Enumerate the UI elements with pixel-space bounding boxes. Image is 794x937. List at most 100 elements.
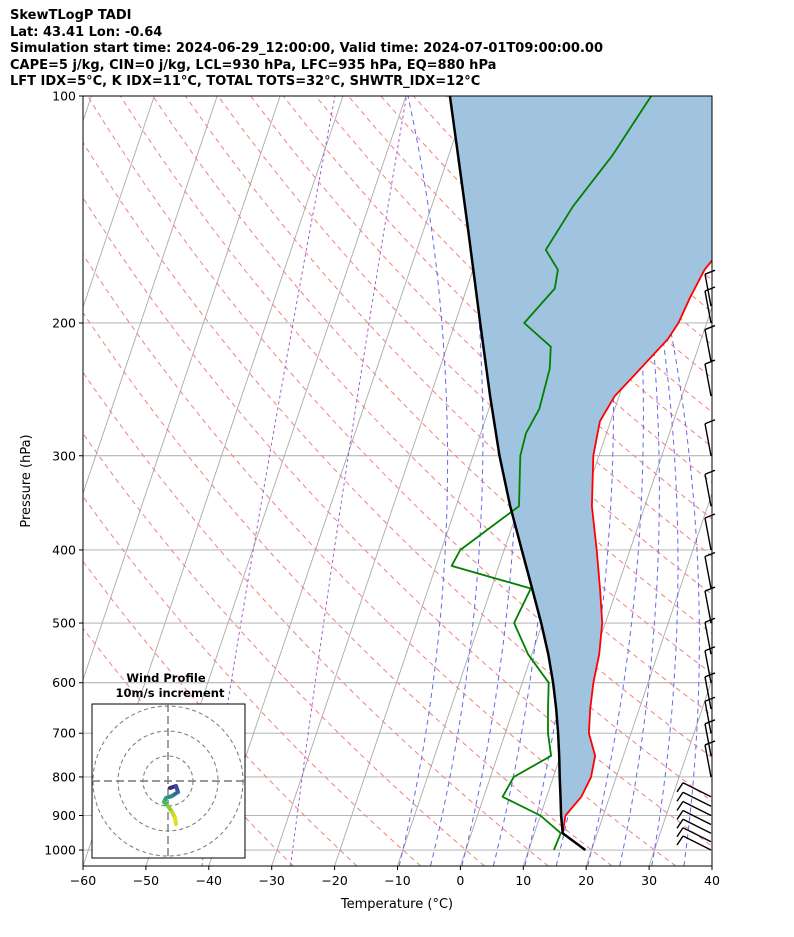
barb-staff (682, 835, 712, 851)
wind-barbs (676, 269, 716, 851)
x-axis-label: Temperature (°C) (340, 897, 453, 912)
dry-adiabat-line (83, 311, 613, 866)
x-tick-label: 30 (641, 873, 657, 888)
barb-staff (704, 274, 712, 307)
barb-flag (704, 586, 716, 592)
barb-staff (682, 827, 712, 843)
wind-barb (704, 617, 716, 655)
wind-barb (704, 719, 716, 756)
barb-staff (704, 363, 712, 397)
barb-staff (704, 556, 712, 589)
barb-flag (676, 827, 684, 838)
title-cape-info: CAPE=5 j/kg, CIN=0 j/kg, LCL=930 hPa, LF… (10, 57, 497, 73)
isotherm-line (83, 96, 155, 309)
wind-barb (704, 696, 716, 734)
dry-adiabat-line (83, 371, 549, 866)
wind-barb (676, 800, 712, 817)
barb-staff (704, 744, 712, 778)
axis-ticks: −60 −50 −40 −30 −20 −10 0 10 20 30 40 100 200 300 400 5… (44, 89, 720, 889)
isotherm-line (208, 96, 470, 866)
dry-adiabat-line (83, 196, 712, 847)
dry-adiabat-line (87, 96, 712, 759)
barb-staff (682, 800, 712, 817)
barb-flag (676, 835, 684, 846)
dry-adiabat-line (83, 141, 712, 802)
y-tick-label: 300 (52, 448, 76, 463)
title-times: Simulation start time: 2024-06-29_12:00:… (10, 41, 603, 56)
y-tick-label: 200 (52, 315, 76, 330)
title-station: SkewTLogP TADI (10, 8, 132, 23)
dry-adiabat-line (184, 96, 712, 635)
x-tick-label: 10 (515, 873, 531, 888)
y-tick-label: 600 (52, 675, 76, 690)
isotherm-line (648, 678, 712, 866)
barb-staff (704, 474, 712, 507)
x-tick-label: 20 (578, 873, 594, 888)
dry-adiabat-line (83, 253, 677, 866)
isotherm-line (585, 492, 712, 866)
wind-barb (704, 469, 716, 507)
barb-staff (704, 590, 712, 624)
barb-flag (704, 551, 716, 558)
chart-header: SkewTLogP TADI Lat: 43.41 Lon: -0.64 Sim… (10, 8, 603, 91)
moist-adiabat-line (615, 96, 660, 866)
y-tick-label: 800 (52, 769, 76, 784)
y-tick-label: 700 (52, 726, 76, 741)
dry-adiabat-line (83, 560, 358, 866)
y-tick-label: 500 (52, 616, 76, 631)
inset-subtitle: 10m/s increment (116, 686, 225, 700)
barb-flag (676, 810, 684, 820)
barb-staff (704, 423, 712, 456)
inset-rings (92, 704, 245, 858)
barb-flag (676, 818, 684, 829)
barb-flag (704, 513, 716, 519)
dry-adiabat-line (119, 96, 712, 716)
moist-adiabat-line (398, 96, 449, 866)
barb-staff (704, 329, 712, 362)
x-tick-label: −40 (196, 873, 222, 888)
wind-barb (676, 809, 712, 826)
temperature-line (561, 259, 712, 851)
barb-staff (682, 818, 712, 834)
x-tick-label: −10 (384, 873, 410, 888)
wind-barb (704, 359, 716, 397)
barb-staff (704, 676, 712, 710)
barb-staff (682, 791, 712, 807)
barb-staff (682, 809, 712, 826)
wind-barb (676, 835, 712, 851)
barb-staff (704, 650, 712, 683)
barb-staff (682, 782, 712, 798)
wind-barb (704, 740, 716, 778)
x-tick-label: 0 (456, 873, 464, 888)
y-tick-label: 100 (52, 89, 76, 104)
barb-staff (704, 290, 712, 324)
barb-flag (676, 782, 684, 793)
barb-flag (704, 719, 716, 725)
isotherm-line (775, 96, 794, 866)
cape-area (449, 96, 712, 850)
barb-flag (704, 324, 716, 331)
barb-flag (704, 359, 716, 365)
profile-lines (448, 96, 712, 852)
wind-profile-inset: Wind Profile 10m/s increment (91, 671, 246, 859)
y-tick-label: 400 (52, 542, 76, 557)
barb-flag (704, 469, 716, 475)
y-axis-label: Pressure (hPa) (19, 434, 34, 527)
moist-adiabat-line (587, 96, 644, 866)
x-tick-label: −50 (133, 873, 159, 888)
isotherm-line (83, 96, 281, 682)
barb-flag (704, 286, 716, 292)
cape-fill-area (449, 96, 712, 850)
y-tick-label: 900 (52, 808, 76, 823)
dewpoint-line (450, 96, 652, 851)
barb-staff (704, 701, 712, 734)
parcel-line (448, 96, 587, 852)
mixing-ratio-line (290, 96, 407, 866)
wind-barb (704, 269, 716, 307)
title-indices: LFT IDX=5°C, K IDX=11°C, TOTAL TOTS=32°C… (10, 74, 481, 89)
dry-adiabat-line (83, 432, 485, 866)
dry-adiabat-line (83, 495, 422, 866)
wind-barb (704, 551, 716, 589)
isotherm-line (711, 864, 712, 866)
